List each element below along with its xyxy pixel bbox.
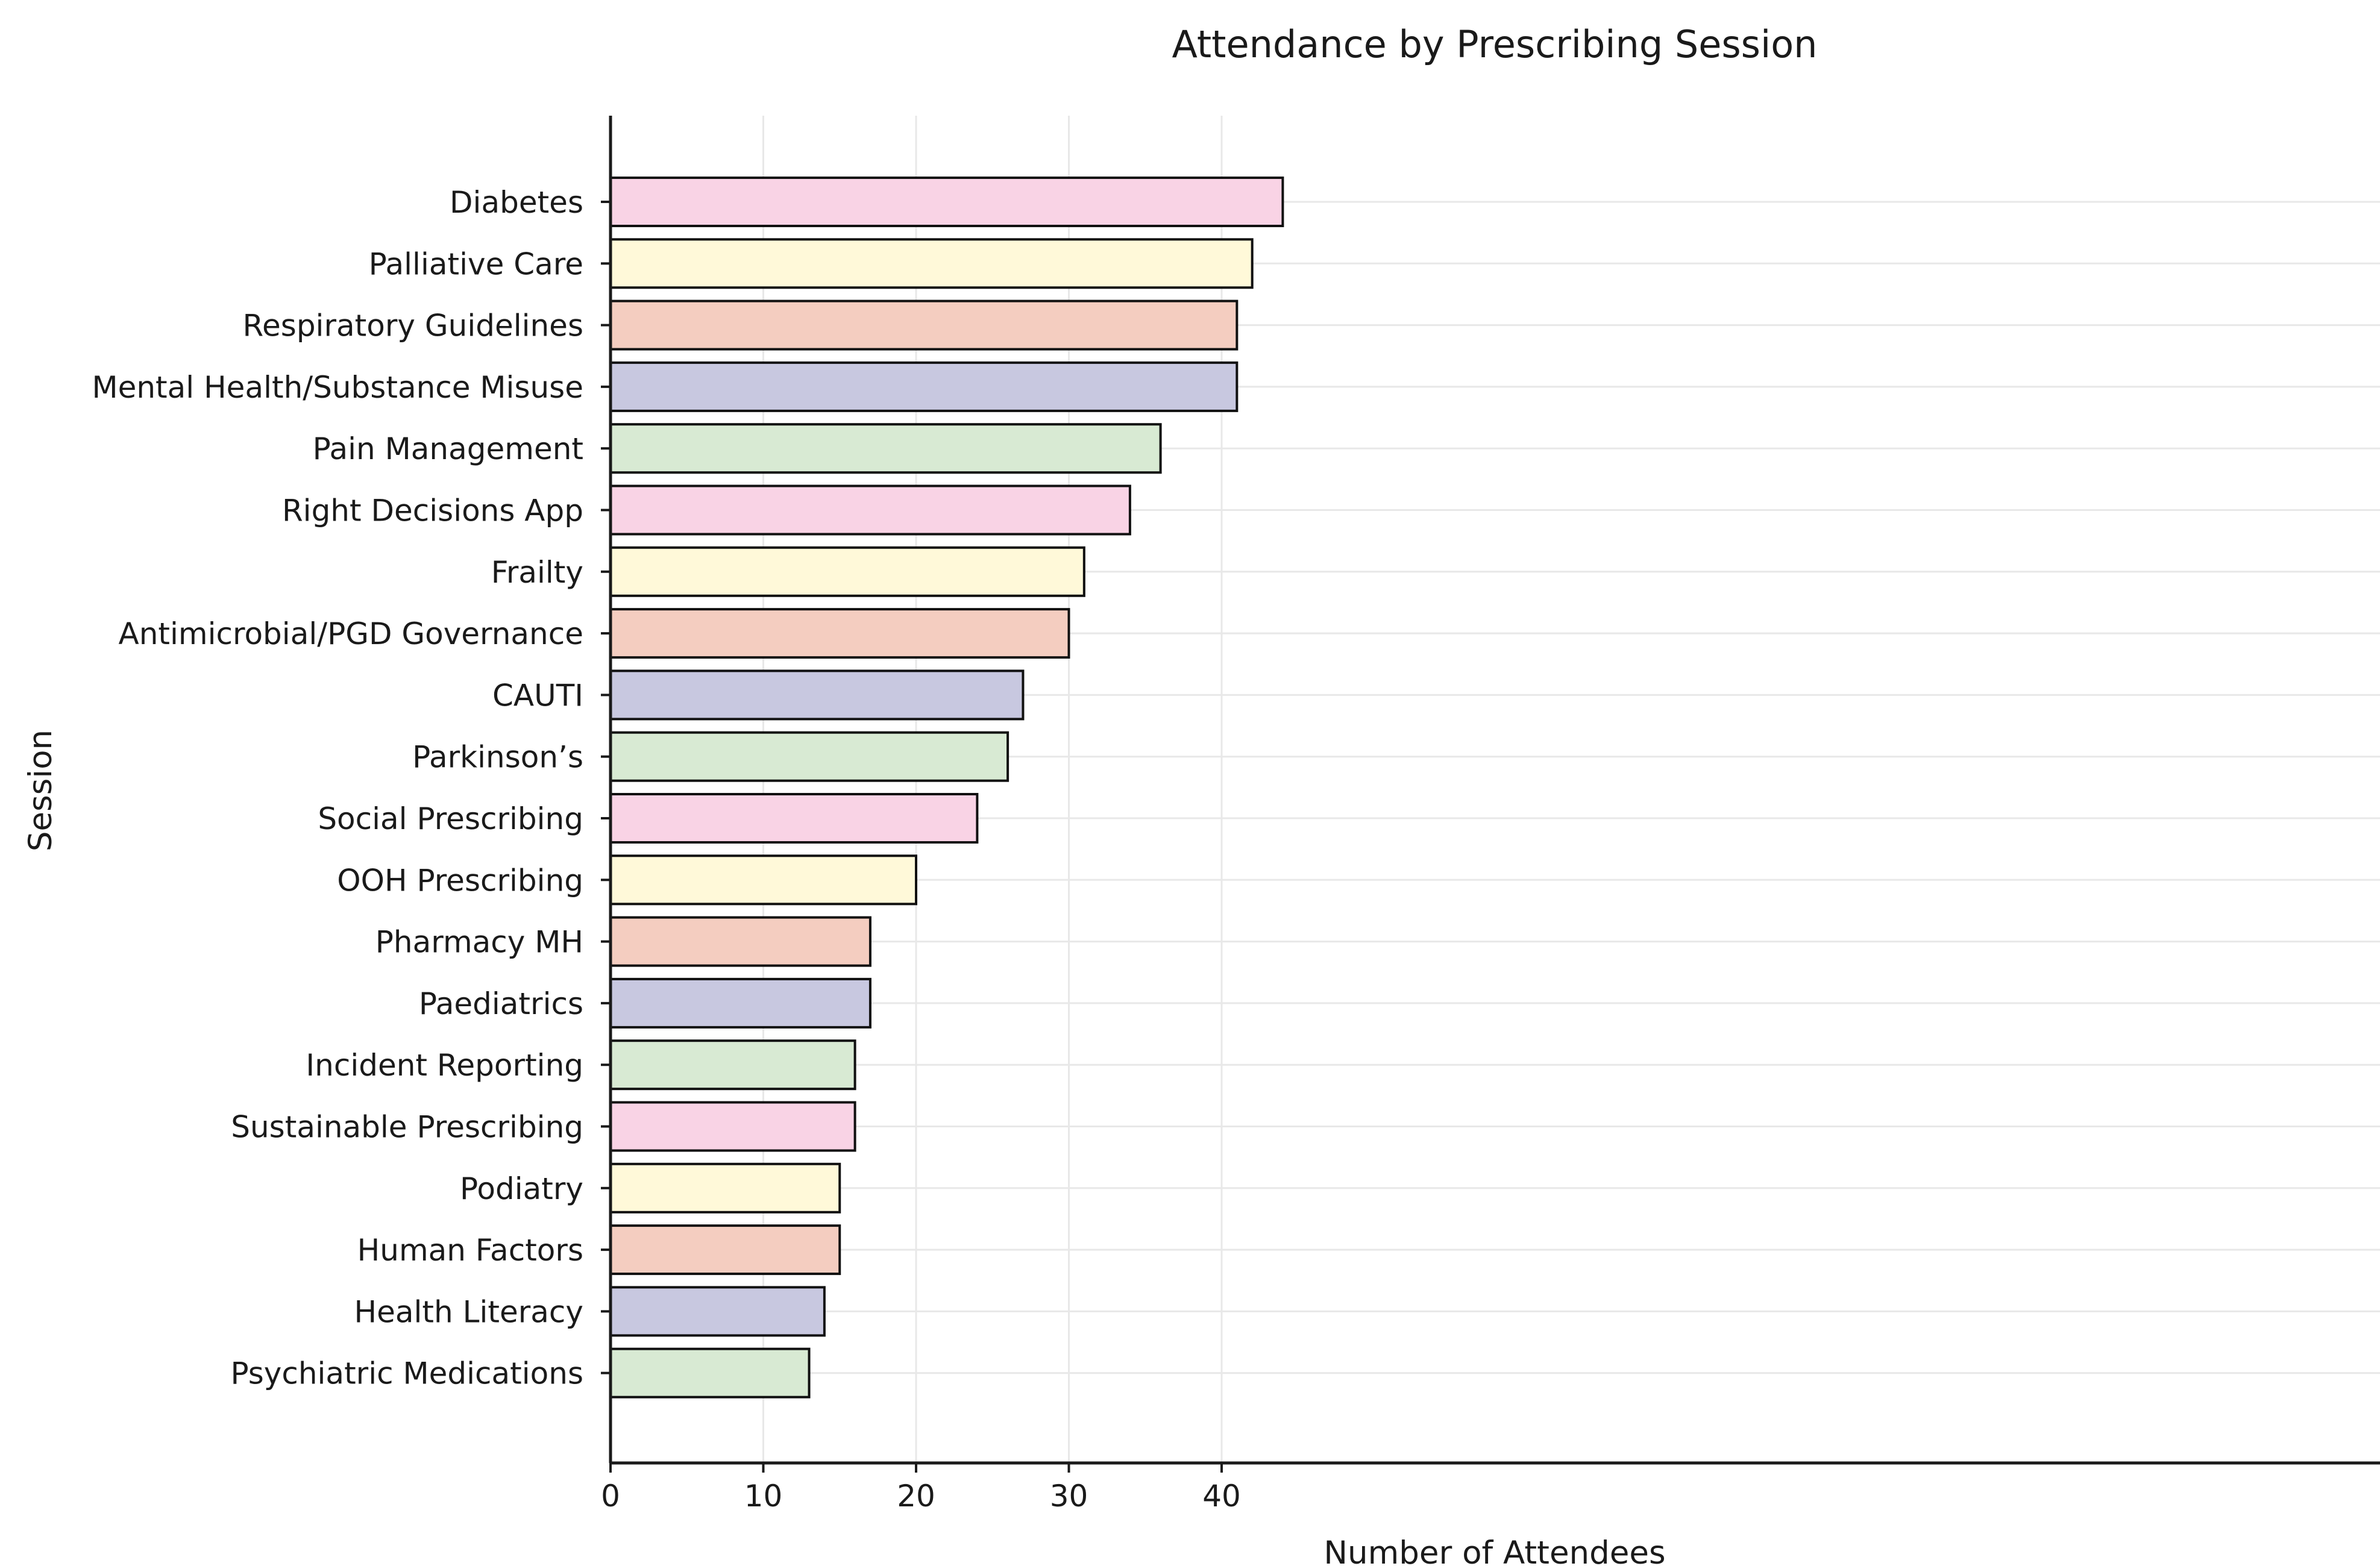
bar bbox=[609, 1347, 811, 1398]
x-tick-label: 10 bbox=[744, 1479, 783, 1514]
x-tick-label: 20 bbox=[897, 1479, 935, 1514]
y-tick-label: Right Decisions App bbox=[282, 493, 583, 528]
bar bbox=[609, 177, 1284, 227]
y-tick-label: Diabetes bbox=[450, 185, 583, 220]
bar bbox=[609, 793, 979, 844]
y-axis-ticks: Diabetes Palliative Care Respiratory Guide… bbox=[92, 185, 611, 1391]
y-tick-label: Paediatrics bbox=[419, 986, 583, 1021]
bar bbox=[609, 1039, 856, 1091]
y-tick-label: Mental Health/Substance Misuse bbox=[92, 370, 583, 405]
y-tick-label: Frailty bbox=[491, 555, 583, 590]
y-tick-label: OOH Prescribing bbox=[337, 863, 583, 898]
y-tick-label: Respiratory Guidelines bbox=[243, 309, 583, 343]
bar bbox=[609, 669, 1025, 721]
bar bbox=[609, 299, 1239, 351]
bar bbox=[609, 423, 1162, 474]
bar bbox=[609, 731, 1009, 782]
x-tick-label: 0 bbox=[601, 1479, 620, 1514]
x-tick-label: 40 bbox=[1202, 1479, 1241, 1514]
bar bbox=[609, 546, 1085, 597]
bar bbox=[609, 608, 1070, 659]
x-tick-label: 30 bbox=[1050, 1479, 1088, 1514]
y-tick-label: CAUTI bbox=[492, 678, 583, 713]
bar bbox=[609, 484, 1131, 536]
y-tick-label: Psychiatric Medications bbox=[230, 1356, 583, 1391]
y-tick-label: Human Factors bbox=[357, 1233, 583, 1268]
bars bbox=[609, 177, 1284, 1398]
bar bbox=[609, 1162, 841, 1214]
bar bbox=[609, 916, 871, 967]
x-axis-ticks: 0 10 20 30 40 bbox=[601, 1463, 1241, 1514]
y-tick-label: Social Prescribing bbox=[318, 801, 583, 836]
y-tick-label: Pharmacy MH bbox=[375, 925, 583, 960]
bar bbox=[609, 1101, 856, 1152]
y-tick-label: Parkinson’s bbox=[412, 740, 583, 775]
y-tick-label: Incident Reporting bbox=[306, 1048, 583, 1083]
y-tick-label: Palliative Care bbox=[369, 246, 583, 281]
bar bbox=[609, 977, 871, 1029]
x-axis-label: Number of Attendees bbox=[1323, 1535, 1665, 1566]
y-tick-label: Health Literacy bbox=[354, 1294, 583, 1329]
bar bbox=[609, 854, 917, 906]
bar bbox=[609, 1224, 841, 1276]
bar bbox=[609, 1286, 826, 1337]
y-tick-label: Podiatry bbox=[460, 1171, 583, 1206]
bar bbox=[609, 238, 1254, 289]
y-axis-label: Session bbox=[22, 730, 59, 851]
y-tick-label: Antimicrobial/PGD Governance bbox=[119, 616, 583, 651]
y-tick-label: Sustainable Prescribing bbox=[231, 1110, 583, 1145]
chart-title: Attendance by Prescribing Session bbox=[1172, 22, 1818, 66]
y-tick-label: Pain Management bbox=[313, 431, 583, 466]
bar bbox=[609, 361, 1239, 412]
